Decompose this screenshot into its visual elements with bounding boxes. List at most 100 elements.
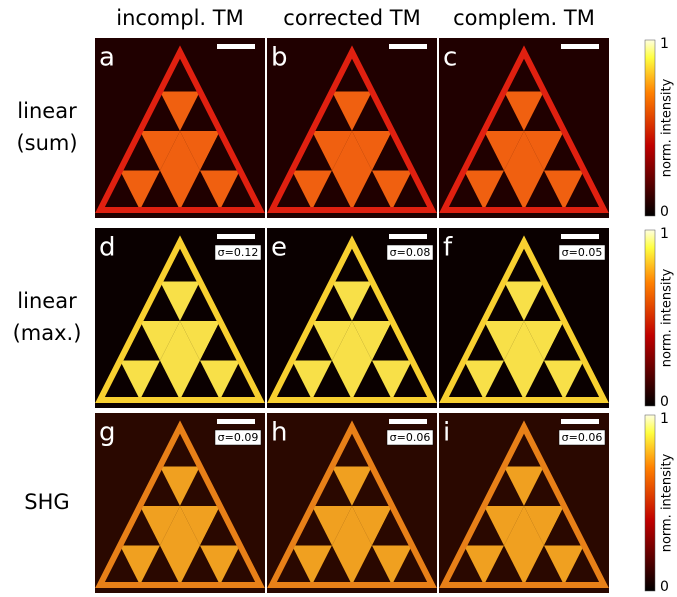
triangle-outline [95, 420, 265, 588]
down-cell [524, 131, 564, 171]
up-cell [352, 466, 392, 506]
sigma-box [386, 244, 434, 261]
up-cell [272, 170, 312, 210]
up-cell [180, 91, 220, 131]
sierpinski-image [439, 420, 609, 588]
up-cell [544, 321, 584, 361]
sigma-box [214, 429, 262, 446]
up-cell [524, 91, 564, 131]
scale-bar [561, 419, 599, 424]
up-cell [372, 321, 412, 361]
up-cell [392, 545, 432, 585]
down-cell [160, 281, 200, 321]
down-cell [524, 321, 564, 361]
row-label: linear [17, 99, 77, 123]
down-cell [140, 321, 180, 361]
up-cell [312, 91, 352, 131]
up-cell [220, 360, 260, 400]
down-cell [484, 506, 524, 546]
panel-letter: i [443, 418, 450, 448]
up-cell [392, 170, 432, 210]
up-cell [120, 321, 160, 361]
colorbar [644, 414, 656, 592]
up-cell [332, 131, 372, 171]
sierpinski-image [267, 235, 437, 403]
sierpinski-image [95, 235, 265, 403]
up-cell [564, 170, 604, 210]
up-cell [444, 170, 484, 210]
up-cell [292, 131, 332, 171]
up-cell [484, 545, 524, 585]
up-cell [524, 545, 564, 585]
down-cell [292, 360, 332, 400]
up-cell [372, 506, 412, 546]
colorbar [644, 229, 656, 407]
sierpinski-image [95, 45, 265, 213]
down-cell [292, 170, 332, 210]
panel-letter: f [443, 233, 453, 263]
triangle-outline [95, 235, 265, 403]
up-cell [200, 131, 240, 171]
down-cell [180, 506, 220, 546]
up-cell [564, 545, 604, 585]
up-cell [140, 360, 180, 400]
up-cell [484, 91, 524, 131]
up-cell [504, 506, 544, 546]
down-cell [332, 281, 372, 321]
colorbar-max: 1 [660, 411, 669, 427]
scale-bar [217, 234, 255, 239]
down-cell [200, 360, 240, 400]
row-label: (max.) [13, 321, 82, 345]
sigma-label: σ=0.09 [218, 431, 259, 444]
colorbar-label: norm. intensity [660, 453, 675, 552]
panel-letter: g [99, 418, 116, 448]
colorbar-max: 1 [660, 226, 669, 242]
down-cell [160, 360, 200, 400]
down-cell [120, 360, 160, 400]
down-cell [332, 545, 372, 585]
colorbar-label: norm. intensity [660, 78, 675, 177]
up-cell [160, 131, 200, 171]
sigma-label: σ=0.05 [562, 246, 603, 259]
up-cell [504, 242, 544, 282]
down-cell [332, 91, 372, 131]
up-cell [444, 545, 484, 585]
panel-letter: b [271, 43, 288, 73]
panel-letter: e [271, 233, 287, 263]
triangle-outline [267, 420, 437, 588]
up-cell [160, 242, 200, 282]
scale-bar [389, 234, 427, 239]
up-cell [332, 427, 372, 467]
sierpinski-image [95, 420, 265, 588]
down-cell [372, 170, 412, 210]
up-cell [272, 360, 312, 400]
up-cell [140, 170, 180, 210]
down-cell [332, 170, 372, 210]
sigma-box [558, 244, 606, 261]
down-cell [200, 545, 240, 585]
down-cell [352, 131, 392, 171]
triangle-outline [267, 45, 437, 213]
up-cell [524, 170, 564, 210]
up-cell [160, 506, 200, 546]
down-cell [352, 321, 392, 361]
up-cell [332, 506, 372, 546]
up-cell [100, 545, 140, 585]
up-cell [220, 170, 260, 210]
column-header: complem. TM [453, 6, 595, 30]
triangle-outline [439, 420, 609, 588]
down-cell [312, 131, 352, 171]
down-cell [160, 545, 200, 585]
up-cell [524, 360, 564, 400]
up-cell [352, 545, 392, 585]
up-cell [292, 321, 332, 361]
up-cell [120, 506, 160, 546]
down-cell [504, 466, 544, 506]
up-cell [504, 321, 544, 361]
colorbar-label: norm. intensity [660, 268, 675, 367]
up-cell [160, 321, 200, 361]
down-cell [180, 131, 220, 171]
scale-bar [389, 44, 427, 49]
down-cell [312, 321, 352, 361]
